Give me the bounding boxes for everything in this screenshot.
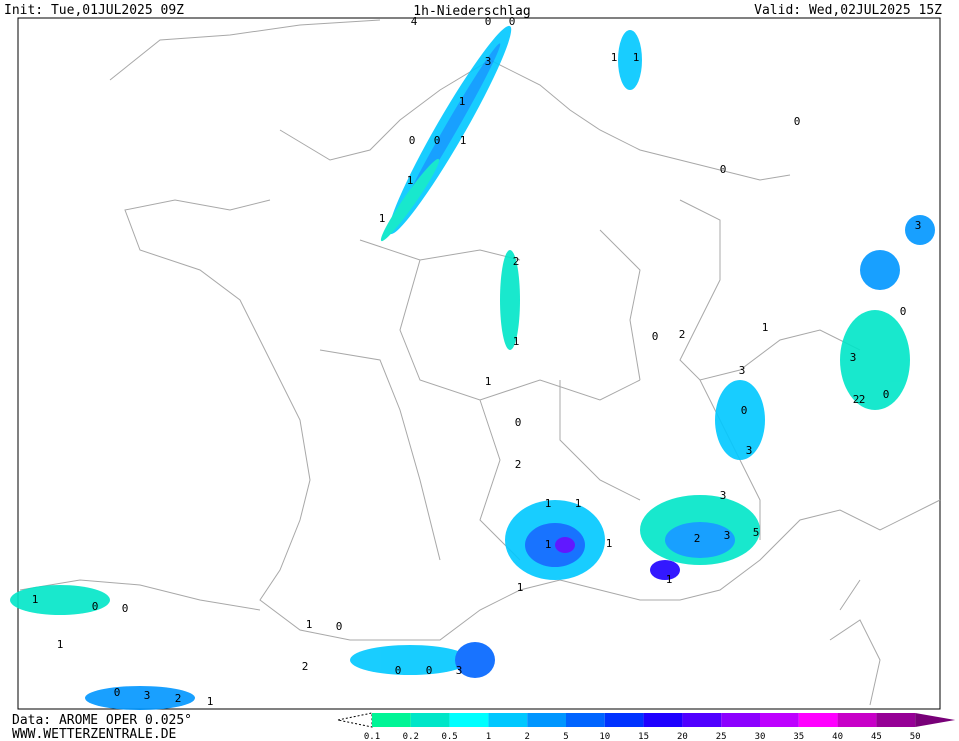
colorbar-label: 40 <box>832 732 843 741</box>
colorbar-high-arrow <box>915 713 956 727</box>
map-label: 1 <box>460 134 467 147</box>
colorbar-label: 30 <box>755 732 766 741</box>
valid-time: Valid: Wed,02JUL2025 15Z <box>754 3 942 18</box>
colorbar-segment <box>837 713 877 727</box>
map-label: 0 <box>434 134 441 147</box>
map-label: 0 <box>395 664 402 677</box>
map-label: 3 <box>915 219 922 232</box>
map-label: 0 <box>336 620 343 633</box>
map-label: 2 <box>513 255 520 268</box>
map-label: 2 <box>853 393 860 406</box>
map-label: 3 <box>144 689 151 702</box>
map-label: 0 <box>515 416 522 429</box>
colorbar-label: 5 <box>563 732 568 741</box>
map-label: 0 <box>409 134 416 147</box>
colorbar-segment <box>527 713 566 727</box>
map-label: 5 <box>753 526 760 539</box>
map-label: 3 <box>485 55 492 68</box>
colorbar-segment <box>760 713 799 727</box>
map-label: 0 <box>114 686 121 699</box>
map-label: 3 <box>739 364 746 377</box>
colorbar-label: 15 <box>638 732 649 741</box>
colorbar-label: 0.2 <box>403 732 419 741</box>
map-label: 0 <box>720 163 727 176</box>
colorbar-segment <box>721 713 760 727</box>
map-label: 1 <box>459 95 466 108</box>
map-label: 0 <box>122 602 129 615</box>
map-label: 0 <box>485 15 492 28</box>
map-label: 1 <box>207 695 214 708</box>
colorbar-segment <box>566 713 605 727</box>
colorbar-label: 1 <box>486 732 491 741</box>
colorbar-segment <box>876 713 916 727</box>
map-label: 0 <box>509 15 516 28</box>
map-label: 1 <box>57 638 64 651</box>
map-label: 2 <box>302 660 309 673</box>
colorbar-segment <box>449 713 489 727</box>
map-label: 1 <box>517 581 524 594</box>
precipitation <box>10 25 935 710</box>
map-label: 1 <box>545 538 552 551</box>
map-label: 1 <box>575 497 582 510</box>
colorbar-label: 50 <box>910 732 921 741</box>
map-label: 0 <box>652 330 659 343</box>
colorbar-segment <box>604 713 644 727</box>
colorbar-label: 45 <box>871 732 882 741</box>
colorbar-label: 0.5 <box>441 732 457 741</box>
map-label: 2 <box>859 393 866 406</box>
colorbar-segment <box>682 713 722 727</box>
map-label: 1 <box>762 321 769 334</box>
map-label: 1 <box>407 174 414 187</box>
colorbar: 0.1 0.2 0.5 1 2 5 10 15 20 25 30 35 40 45 50 <box>337 712 956 741</box>
map-label: 4 <box>411 15 418 28</box>
map-label: 3 <box>456 664 463 677</box>
map-label: 2 <box>175 692 182 705</box>
data-source: Data: AROME OPER 0.025° <box>12 713 192 728</box>
init-time: Init: Tue,01JUL2025 09Z <box>4 3 184 18</box>
map-label: 2 <box>679 328 686 341</box>
map-label: 0 <box>900 305 907 318</box>
colorbar-segment <box>643 713 683 727</box>
colorbar-label: 0.1 <box>364 732 380 741</box>
colorbar-segment <box>410 713 450 727</box>
map-label: 2 <box>694 532 701 545</box>
map-label: 3 <box>720 489 727 502</box>
map-label: 1 <box>306 618 313 631</box>
map-label: 0 <box>883 388 890 401</box>
map-label: 1 <box>32 593 39 606</box>
map-label: 0 <box>92 600 99 613</box>
colorbar-segment <box>798 713 838 727</box>
map-title: 1h-Niederschlag <box>413 4 530 19</box>
colorbar-label: 20 <box>677 732 688 741</box>
colorbar-low-arrow <box>337 712 373 728</box>
map-label: 1 <box>606 537 613 550</box>
map-label: 1 <box>666 573 673 586</box>
colorbar-label: 25 <box>716 732 727 741</box>
map-label: 1 <box>485 375 492 388</box>
map-label: 0 <box>426 664 433 677</box>
map-label: 1 <box>379 212 386 225</box>
map-label: 3 <box>850 351 857 364</box>
map-label: 3 <box>746 444 753 457</box>
colorbar-label: 35 <box>793 732 804 741</box>
map-label: 1 <box>545 497 552 510</box>
colorbar-label: 10 <box>599 732 610 741</box>
map-label: 0 <box>794 115 801 128</box>
colorbar-label: 2 <box>524 732 529 741</box>
website: WWW.WETTERZENTRALE.DE <box>12 727 176 741</box>
map-label: 3 <box>724 529 731 542</box>
map-frame <box>17 17 941 710</box>
map-label: 1 <box>611 51 618 64</box>
map-label: 1 <box>513 335 520 348</box>
map-label: 0 <box>741 404 748 417</box>
colorbar-segment <box>488 713 528 727</box>
colorbar-segment <box>372 713 411 727</box>
map-label: 2 <box>515 458 522 471</box>
map-label: 1 <box>633 51 640 64</box>
